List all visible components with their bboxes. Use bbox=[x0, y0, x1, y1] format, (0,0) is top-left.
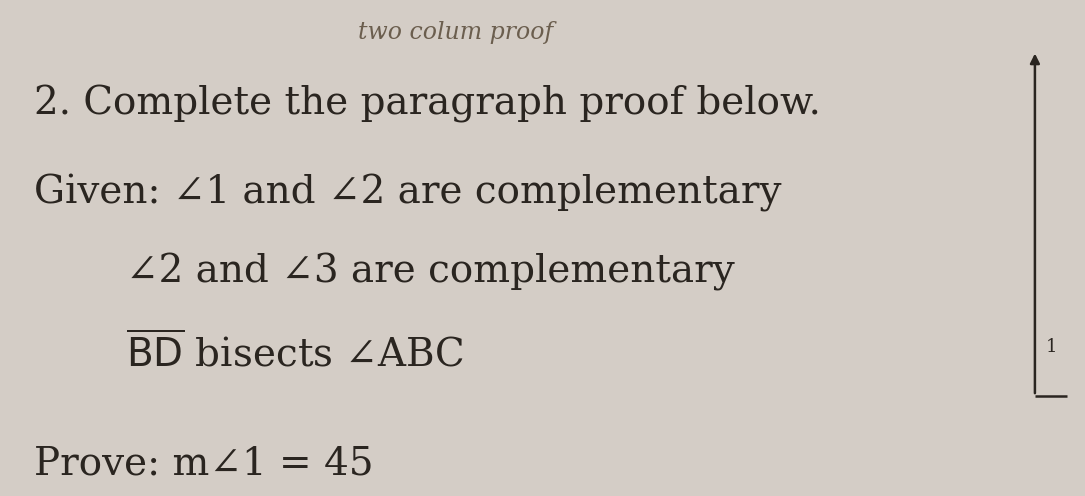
Text: two colum proof: two colum proof bbox=[358, 21, 553, 44]
Text: Given: ∠1 and ∠2 are complementary: Given: ∠1 and ∠2 are complementary bbox=[34, 174, 781, 212]
Text: 2. Complete the paragraph proof below.: 2. Complete the paragraph proof below. bbox=[34, 85, 820, 123]
Text: Prove: m∠1 = 45: Prove: m∠1 = 45 bbox=[34, 445, 373, 482]
Text: ∠2 and ∠3 are complementary: ∠2 and ∠3 are complementary bbox=[126, 253, 735, 291]
Text: $\overline{\rm BD}$ bisects ∠ABC: $\overline{\rm BD}$ bisects ∠ABC bbox=[126, 332, 463, 374]
Text: 1: 1 bbox=[1045, 338, 1057, 356]
